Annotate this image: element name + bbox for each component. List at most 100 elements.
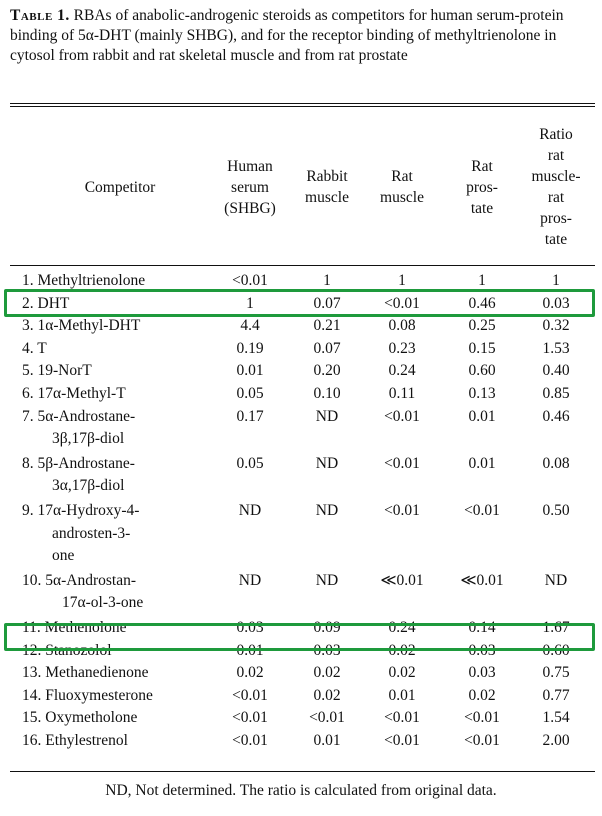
competitor-name: 15. Oxymetholone: [22, 707, 222, 730]
bottom-rule: [10, 771, 595, 772]
competitor-name-line: 8. 5β-Androstane-: [22, 454, 135, 472]
column-header-4: Rat pros-tate: [442, 156, 522, 219]
table-cell: 1: [552, 272, 560, 289]
table-cell: 0.15: [468, 339, 496, 357]
table-cell: 0.05: [236, 385, 264, 402]
column-header-line: rat: [547, 147, 565, 164]
table-cell: <0.01: [384, 709, 420, 727]
table-cell: 0.11: [388, 385, 416, 402]
table-cell: ≪0.01: [380, 571, 424, 589]
competitor-name: 10. 5α-Androstan- 17α-ol-3-one: [22, 570, 222, 615]
table-cell: 0.24: [388, 362, 416, 380]
table-cell: 0.03: [542, 294, 570, 312]
table-caption: Table 1. RBAs of anabolic-androgenic ste…: [10, 6, 595, 66]
table-cell: <0.01: [309, 709, 345, 727]
column-header-line: muscle: [305, 189, 349, 206]
table-cell: 0.75: [542, 664, 570, 682]
table-cell: 0.07: [313, 339, 341, 357]
table-cell: 0.02: [313, 664, 341, 682]
competitor-name: 9. 17α-Hydroxy-4- androsten-3- one: [22, 500, 222, 568]
column-header-line: Rat: [471, 157, 493, 175]
competitor-name: 8. 5β-Androstane- 3α,17β-diol: [22, 453, 222, 498]
highlight-box-methenolone: [4, 623, 595, 651]
column-header-line: muscle: [380, 189, 424, 206]
competitor-name-line: 15. Oxymetholone: [22, 709, 138, 727]
column-header-line: tate: [544, 231, 568, 248]
competitor-name: 1. Methyltrienolone: [22, 270, 222, 293]
column-header-3: Rat muscle: [362, 166, 442, 208]
table-cell: 0.13: [468, 385, 496, 402]
table-cell: 0.23: [388, 339, 416, 357]
column-header-5: Ratio rat muscle-rat pros-tate: [516, 124, 596, 250]
table-cell: 0.10: [313, 385, 341, 402]
table-cell: 0.08: [542, 454, 570, 472]
table-cell: 0.20: [313, 362, 341, 380]
table-cell: <0.01: [384, 502, 420, 519]
table-cell: <0.01: [232, 272, 268, 289]
column-header-line: Human: [227, 157, 273, 175]
table-cell: 0.01: [388, 686, 416, 704]
competitor-name: 14. Fluoxymesterone: [22, 685, 222, 708]
table-cell: <0.01: [232, 686, 268, 704]
table-footnote: ND, Not determined. The ratio is calcula…: [105, 782, 497, 799]
top-rule-2: [10, 106, 595, 107]
table-cell: 1.53: [542, 339, 570, 357]
competitor-name-line: 17α-ol-3-one: [62, 594, 144, 612]
table-cell: 0.02: [313, 686, 341, 704]
column-header-line: Rabbit: [306, 168, 348, 185]
competitor-name: 13. Methanedienone: [22, 662, 222, 685]
table-cell: <0.01: [384, 294, 420, 312]
competitor-name-line: 3β,17β-diol: [52, 430, 125, 448]
table-cell: 0.17: [236, 407, 264, 425]
competitor-name: 6. 17α-Methyl-T: [22, 383, 222, 406]
table-cell: 0.85: [542, 385, 570, 402]
column-header-line: muscle-: [531, 168, 581, 185]
table-cell: ND: [315, 407, 339, 425]
table-cell: 0.07: [313, 294, 341, 312]
competitor-name: 5. 19-NorT: [22, 360, 222, 383]
table-cell: ND: [544, 571, 568, 589]
table-cell: ND: [315, 571, 339, 589]
table-cell: 1.54: [542, 709, 570, 727]
table-cell: ≪0.01: [460, 571, 504, 589]
table-cell: 0.05: [236, 454, 264, 472]
table-caption-text: RBAs of anabolic-androgenic steroids as …: [10, 7, 564, 64]
table-cell: <0.01: [384, 407, 420, 425]
competitor-name-line: 2. DHT: [22, 294, 70, 312]
table-cell: 0.01: [468, 454, 496, 472]
table-cell: <0.01: [464, 709, 500, 727]
competitor-name-line: 14. Fluoxymesterone: [22, 686, 153, 704]
column-header-0: Competitor: [40, 177, 200, 198]
table-cell: 0.40: [542, 362, 570, 380]
competitor-name: 2. DHT: [22, 293, 222, 316]
column-header-line: pros-: [540, 210, 572, 227]
table-cell: 1: [398, 272, 406, 289]
competitor-name-line: one: [52, 547, 75, 565]
competitor-name: 16. Ethylestrenol: [22, 730, 222, 753]
table-cell: 0.03: [468, 664, 496, 682]
column-header-line: Ratio: [539, 126, 573, 143]
column-header-2: Rabbit muscle: [287, 166, 367, 208]
table-cell: 0.32: [542, 317, 570, 335]
table-cell: 4.4: [240, 317, 260, 335]
column-header-line: pros-: [466, 178, 498, 196]
table-cell: <0.01: [232, 709, 268, 727]
column-header-line: (SHBG): [224, 199, 276, 217]
table-cell: 0.01: [468, 407, 496, 425]
table-cell: 1: [246, 294, 254, 312]
competitor-name-line: 3α,17β-diol: [52, 477, 125, 495]
competitor-name-line: androsten-3-: [52, 524, 131, 542]
column-header-line: Rat: [391, 168, 413, 185]
table-cell: <0.01: [464, 732, 500, 749]
competitor-name-line: 1. Methyltrienolone: [22, 272, 146, 289]
table-cell: ND: [315, 502, 339, 519]
top-rule: [10, 103, 595, 104]
table-cell: 0.02: [236, 664, 264, 682]
table-cell: 0.46: [468, 294, 496, 312]
table-cell: ND: [315, 454, 339, 472]
table-caption-lead: Table 1.: [10, 7, 70, 24]
competitor-name-line: 4. T: [22, 339, 47, 357]
competitor-name-line: 5. 19-NorT: [22, 362, 92, 380]
table-cell: <0.01: [232, 732, 268, 749]
table-cell: 0.46: [542, 407, 570, 425]
